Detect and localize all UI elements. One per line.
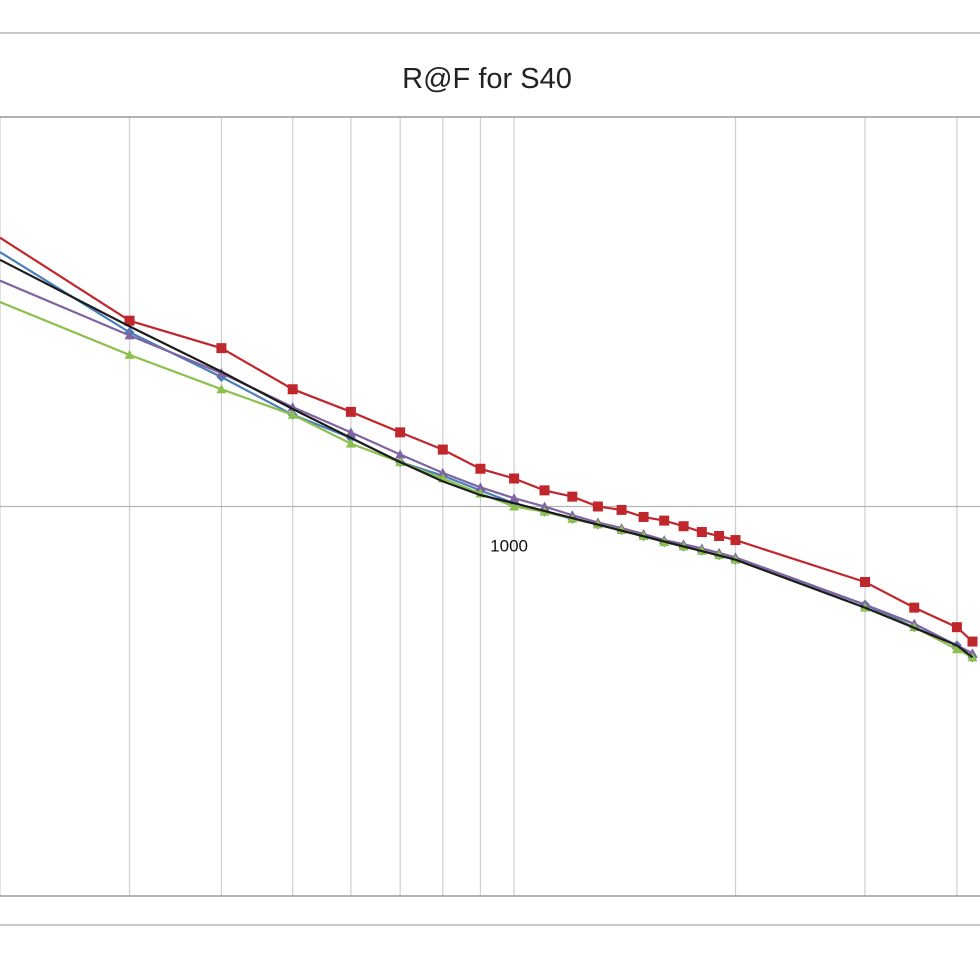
data-point-marker <box>730 535 741 546</box>
chart-title: R@F for S40 <box>402 63 572 95</box>
data-point-marker <box>616 504 627 515</box>
data-point-marker <box>860 576 871 587</box>
data-point-marker <box>509 501 520 511</box>
series-5 <box>0 258 974 659</box>
data-point-marker <box>124 349 135 359</box>
data-point-marker <box>437 444 448 455</box>
data-point-marker <box>678 521 689 532</box>
data-point-marker <box>475 463 486 474</box>
data-point-marker <box>124 315 135 326</box>
data-point-marker <box>216 384 227 394</box>
data-point-marker <box>696 527 707 538</box>
x-tick-labels: 1000 <box>490 537 528 556</box>
data-point-marker <box>287 409 298 419</box>
data-point-marker <box>475 482 486 492</box>
data-point-marker <box>345 427 356 437</box>
data-point-marker <box>345 438 356 448</box>
data-point-marker <box>345 406 356 417</box>
data-point-marker <box>395 427 406 438</box>
series-1 <box>0 236 978 647</box>
data-point-marker <box>659 515 670 526</box>
data-point-marker <box>539 501 550 511</box>
data-point-marker <box>124 330 135 340</box>
data-point-marker <box>287 384 298 395</box>
data-point-marker <box>509 473 520 484</box>
plot-area: 1000 <box>0 116 980 897</box>
x-tick-label: 1000 <box>490 537 528 556</box>
data-point-marker <box>951 644 962 654</box>
data-point-marker <box>509 493 520 503</box>
data-point-marker <box>967 636 978 647</box>
data-point-marker <box>395 449 406 459</box>
data-point-marker <box>638 511 649 522</box>
series-layer <box>0 236 978 663</box>
grid <box>0 117 980 896</box>
data-point-marker <box>437 467 448 477</box>
data-point-marker <box>714 530 725 541</box>
data-point-marker <box>567 491 578 502</box>
data-point-marker <box>951 622 962 633</box>
series-line <box>0 258 974 659</box>
data-point-marker <box>592 501 603 512</box>
data-point-marker <box>909 602 920 613</box>
data-point-marker <box>539 485 550 496</box>
data-point-marker <box>216 343 227 354</box>
